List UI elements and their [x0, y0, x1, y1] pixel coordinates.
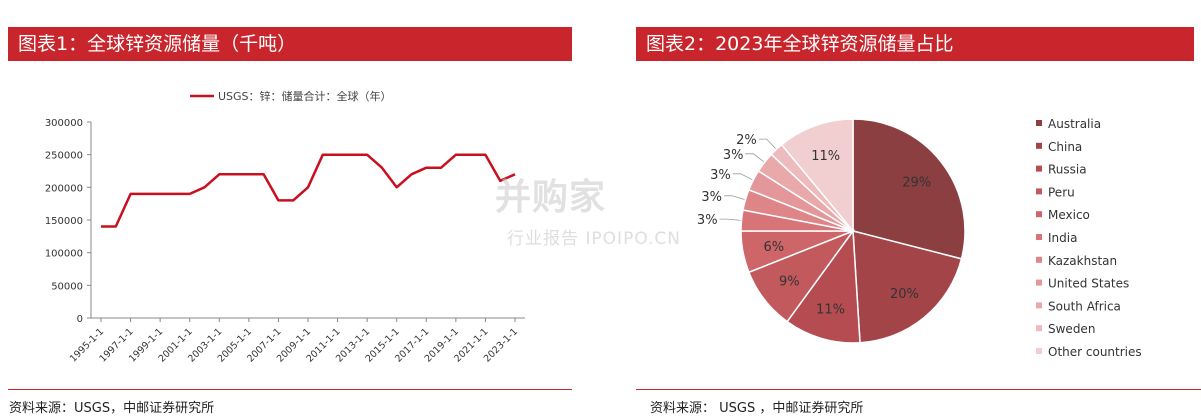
pie-data-label: 11% [816, 302, 845, 317]
source-divider [8, 389, 572, 390]
pie-leader-line [758, 138, 776, 149]
legend-label: USGS：锌：储量合计：全球（年） [218, 89, 392, 103]
pie-data-label: 3% [723, 148, 744, 163]
left-chart-panel: 图表1：全球锌资源储量（千吨） 0 50000 100000 150000 200000… [0, 0, 590, 418]
legend-swatch [1036, 188, 1042, 195]
legend-label: United States [1048, 277, 1129, 291]
legend-swatch [1036, 325, 1042, 332]
pie-data-label: 11% [811, 149, 840, 164]
legend-label: Australia [1048, 117, 1101, 131]
line-chart-title: 图表1：全球锌资源储量（千吨） [8, 27, 572, 61]
legend-label: Kazakhstan [1048, 254, 1117, 268]
pie-leader-line [724, 195, 745, 200]
pie-data-label: 3% [710, 168, 731, 183]
y-tick-label: 150000 [45, 216, 83, 227]
legend-label: Peru [1048, 185, 1075, 199]
legend-label: India [1048, 231, 1077, 245]
pie-chart-source: 资料来源： USGS ，中邮证券研究所 [650, 401, 864, 416]
legend-swatch [1036, 211, 1042, 218]
source-divider [636, 389, 1201, 390]
line-chart-source: 资料来源：USGS，中邮证券研究所 [9, 401, 215, 416]
pie-data-label: 3% [701, 190, 722, 205]
legend-swatch [1036, 234, 1042, 240]
y-tick-label: 0 [77, 314, 83, 325]
legend-label: China [1048, 140, 1082, 154]
legend-swatch [1036, 279, 1042, 286]
y-tick-label: 50000 [51, 281, 83, 292]
legend-swatch [1036, 142, 1042, 149]
legend-label: Other countries [1048, 345, 1142, 359]
pie-leader-line [719, 218, 741, 221]
right-chart-panel: 图表2：2023年全球锌资源储量占比 29% 20% 11% 9% 6% 3% 3% 3% 3%… [636, 0, 1201, 418]
pie-data-label: 6% [763, 240, 784, 255]
legend-label: South Africa [1048, 299, 1121, 313]
pie-chart-title: 图表2：2023年全球锌资源储量占比 [636, 27, 1194, 61]
legend-swatch [1036, 256, 1042, 263]
series-line [101, 153, 516, 228]
line-chart: 0500001000001500002000002500003000001995… [45, 89, 525, 365]
legend-swatch [1036, 165, 1042, 172]
pie-data-label: 3% [697, 213, 718, 228]
pie-chart: 29%20%11%9%6%3%3%3%3%2%11%AustraliaChina… [697, 117, 1142, 359]
legend-label: Sweden [1048, 322, 1095, 336]
pie-data-label: 20% [890, 287, 919, 302]
y-tick-label: 300000 [45, 118, 83, 129]
pie-leader-line [732, 173, 753, 181]
y-tick-label: 100000 [45, 249, 83, 260]
y-tick-label: 250000 [45, 151, 83, 162]
pie-data-label: 29% [902, 176, 931, 191]
pie-data-label: 2% [736, 133, 757, 148]
legend-swatch [1036, 302, 1042, 309]
pie-data-label: 9% [779, 274, 800, 289]
legend-label: Mexico [1048, 208, 1090, 222]
legend-swatch [1036, 348, 1042, 354]
legend-swatch [1036, 120, 1042, 126]
legend-label: Russia [1048, 163, 1087, 177]
pie-slice [852, 230, 963, 344]
pie-slice [852, 118, 966, 260]
pie-slice [780, 118, 854, 234]
pie-leader-line [745, 153, 764, 163]
y-tick-label: 200000 [45, 183, 83, 194]
pie-slice [786, 228, 861, 344]
